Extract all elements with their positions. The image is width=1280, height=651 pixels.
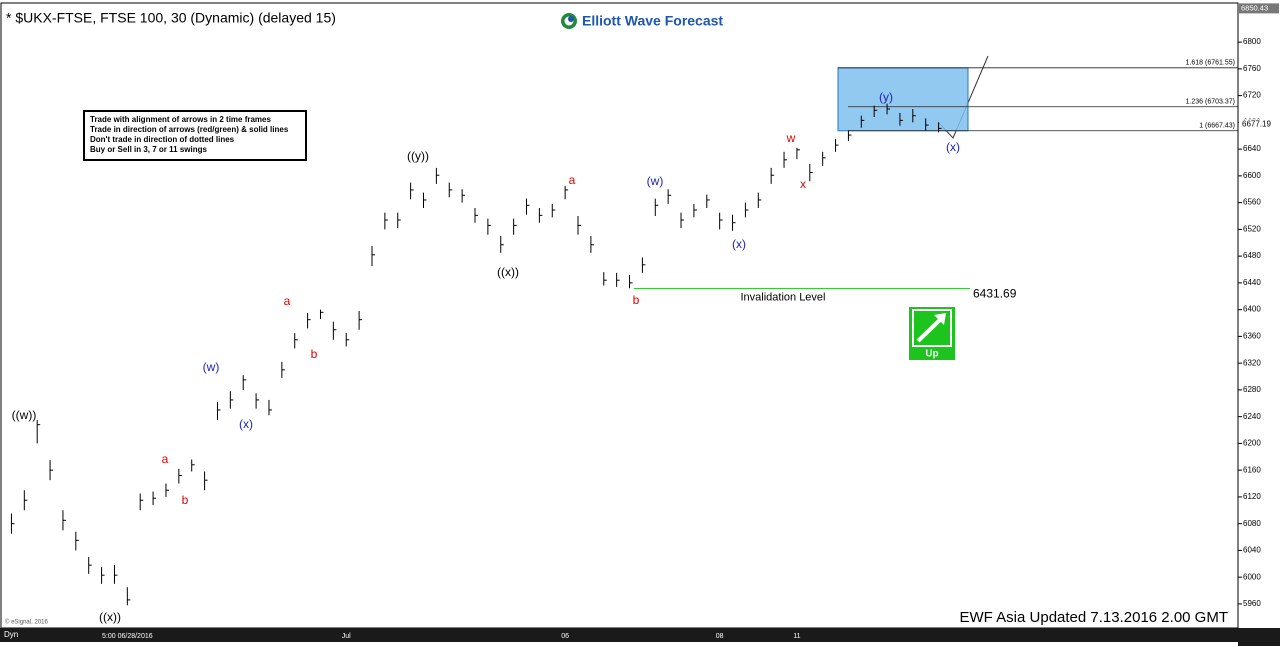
wave-label: a xyxy=(569,173,576,187)
y-tick-label: 6600 xyxy=(1243,171,1261,180)
fib-label: 1.236 (6703.37) xyxy=(1186,99,1235,106)
y-tick-label: 6800 xyxy=(1243,37,1261,46)
wave-label: b xyxy=(182,493,189,507)
rule-line: Trade with alignment of arrows in 2 time… xyxy=(90,115,271,124)
rule-line: Don't trade in direction of dotted lines xyxy=(90,135,235,144)
last-price-box xyxy=(1239,119,1279,130)
rules-box xyxy=(83,110,307,161)
brand-logo: Elliott Wave Forecast xyxy=(561,13,723,29)
wave-label: x xyxy=(800,177,806,191)
footer: EWF Asia Updated 7.13.2016 2.00 GMT xyxy=(960,609,1228,626)
x-tick-label: Jul xyxy=(342,633,351,640)
y-tick-label: 6040 xyxy=(1243,546,1261,555)
y-tick-label: 6480 xyxy=(1243,251,1261,260)
y-tick-label: 5960 xyxy=(1243,599,1261,608)
invalidation-value: 6431.69 xyxy=(973,287,1017,301)
wave-label: ((x)) xyxy=(497,265,519,279)
wave-label: w xyxy=(786,131,796,145)
y-tick-label: 6400 xyxy=(1243,305,1261,314)
x-tick-label: 06 xyxy=(561,633,569,640)
y-tick-label: 6520 xyxy=(1243,224,1261,233)
badge-bg xyxy=(909,307,955,360)
price-box xyxy=(1239,3,1279,14)
fib-label: 1.618 (6761.55) xyxy=(1186,60,1235,67)
wave-label: ((y)) xyxy=(407,149,429,163)
y-tick-label: 6280 xyxy=(1243,385,1261,394)
y-tick-label: 6440 xyxy=(1243,278,1261,287)
fib-label: 1 (6667.43) xyxy=(1199,123,1235,130)
wave-label: ((x)) xyxy=(99,610,121,624)
wave-label: (y) xyxy=(879,90,893,104)
y-tick-label: 6080 xyxy=(1243,519,1261,528)
last-price-label: 6677.19 xyxy=(1242,119,1271,128)
time-axis-bar xyxy=(0,628,1238,642)
price-box-label: 6850.43 xyxy=(1241,3,1268,12)
signal-badge: Up xyxy=(909,307,955,360)
logo-icon-dot xyxy=(568,16,574,22)
wave-label: b xyxy=(633,293,640,307)
y-tick-label: 6120 xyxy=(1243,492,1261,501)
axis-corner xyxy=(1238,628,1280,646)
wave-label: a xyxy=(284,294,291,308)
invalidation-label: Invalidation Level xyxy=(740,291,825,303)
x-tick-label: 11 xyxy=(793,633,800,640)
y-tick-label: 6720 xyxy=(1243,91,1261,100)
y-tick-label: 6160 xyxy=(1243,465,1261,474)
rule-line: Trade in direction of arrows (red/green)… xyxy=(90,125,289,134)
y-tick-label: 6000 xyxy=(1243,572,1261,581)
rule-line: Buy or Sell in 3, 7 or 11 swings xyxy=(90,145,207,154)
badge-arrow-head xyxy=(934,313,946,325)
badge-frame xyxy=(912,309,952,347)
rules-list: Trade with alignment of arrows in 2 time… xyxy=(90,115,289,154)
target-box xyxy=(837,67,969,132)
wave-label: (x) xyxy=(732,237,746,251)
y-tick-label: 6560 xyxy=(1243,198,1261,207)
wave-label: (x) xyxy=(239,417,253,431)
wave-label: a xyxy=(162,452,169,466)
y-tick-label: 6240 xyxy=(1243,412,1261,421)
mode-label: Dyn xyxy=(4,630,18,639)
wave-label: (w) xyxy=(203,360,220,374)
y-tick-label: 6320 xyxy=(1243,358,1261,367)
copyright: © eSignal, 2016 xyxy=(5,619,48,626)
y-tick-label: 6360 xyxy=(1243,332,1261,341)
x-tick-label: 08 xyxy=(716,633,724,640)
chart-title: * $UKX-FTSE, FTSE 100, 30 (Dynamic) (del… xyxy=(6,10,336,26)
wave-label: (w) xyxy=(647,174,664,188)
badge-label: Up xyxy=(925,349,938,360)
y-tick-label: 6760 xyxy=(1243,64,1261,73)
y-tick-label: 6200 xyxy=(1243,439,1261,448)
y-tick-label: 6640 xyxy=(1243,144,1261,153)
x-tick-label: 5:00 06/28/2016 xyxy=(102,633,153,640)
brand-name: Elliott Wave Forecast xyxy=(582,13,723,29)
wave-label: ((w)) xyxy=(12,408,37,422)
wave-label: b xyxy=(311,347,318,361)
wave-label: (x) xyxy=(946,140,960,154)
